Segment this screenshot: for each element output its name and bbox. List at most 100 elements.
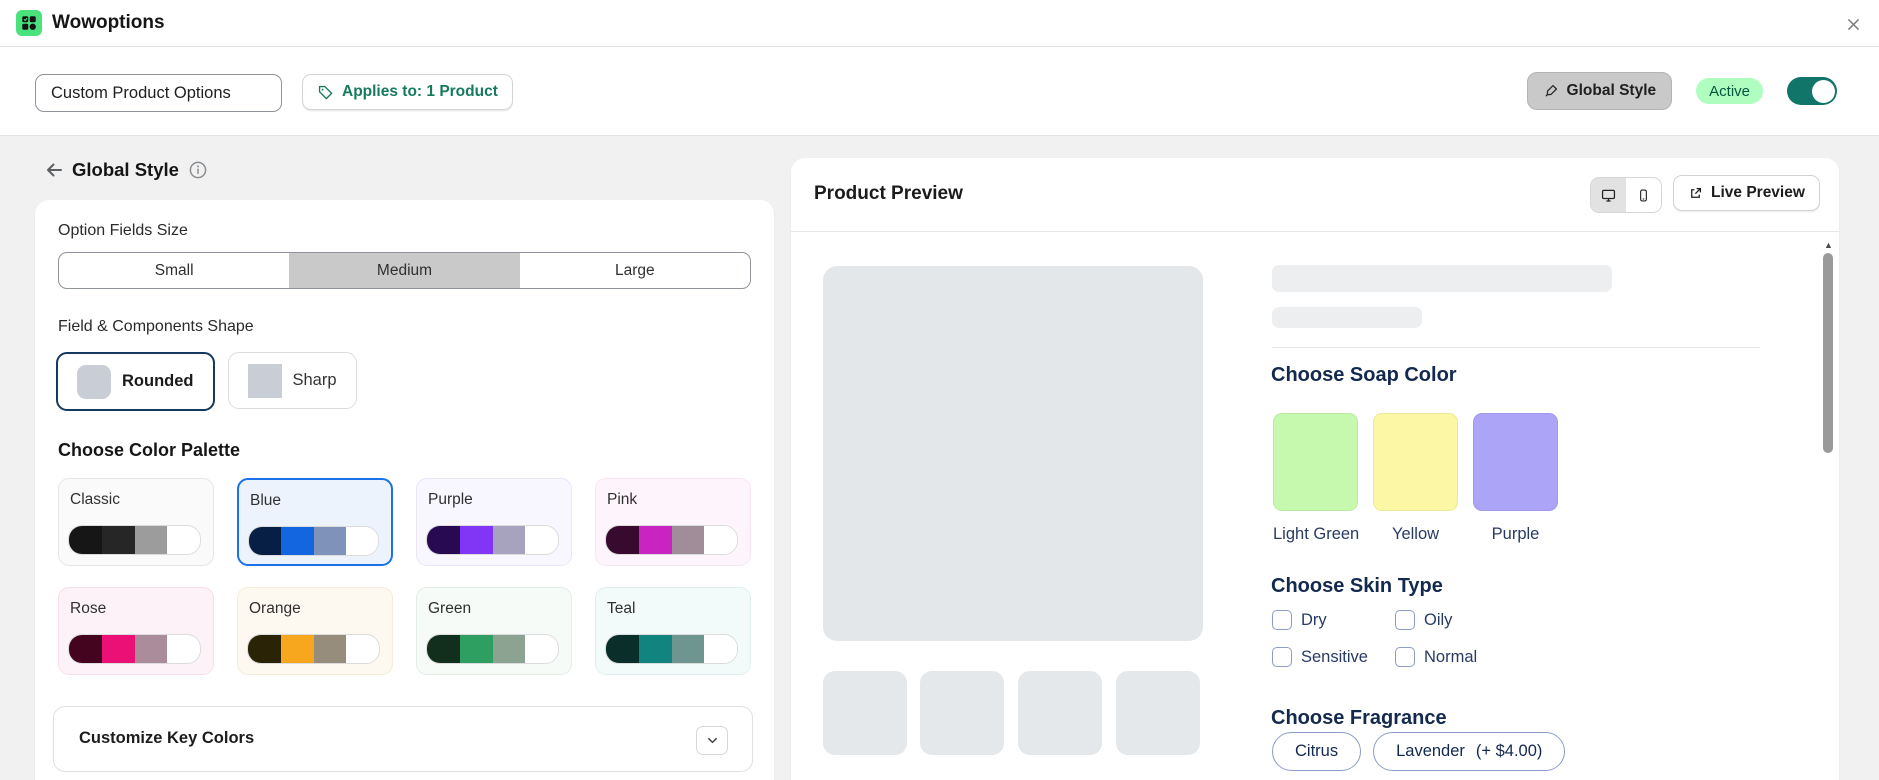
- palette-name: Teal: [607, 600, 636, 617]
- thumbnail-placeholder: [920, 671, 1004, 755]
- palette-color-bar: [68, 525, 201, 555]
- palette-color-bar: [605, 634, 738, 664]
- skin-option-normal[interactable]: Normal: [1395, 647, 1477, 667]
- applies-to-label: Applies to: 1 Product: [342, 83, 498, 100]
- palette-color-segment: [345, 527, 378, 555]
- skin-type-options: Dry Oily Sensitive Normal: [1272, 610, 1477, 667]
- global-style-button[interactable]: Global Style: [1526, 72, 1673, 110]
- size-option-label: Large: [614, 261, 655, 279]
- external-link-icon: [1691, 187, 1702, 198]
- soap-color-label: Purple: [1491, 525, 1540, 543]
- palette-color-segment: [492, 526, 526, 554]
- fields-size-label: Option Fields Size: [58, 222, 188, 239]
- checkbox[interactable]: [1395, 647, 1415, 667]
- palette-color-segment: [638, 526, 672, 554]
- soap-color-swatch[interactable]: [1273, 413, 1358, 511]
- applies-to-button[interactable]: Applies to: 1 Product: [302, 74, 513, 110]
- customize-key-colors-label: Customize Key Colors: [79, 729, 255, 747]
- product-image-placeholder: [823, 266, 1203, 641]
- title-skeleton: [1272, 265, 1612, 292]
- size-option-medium[interactable]: Medium: [289, 253, 520, 288]
- palette-name: Pink: [607, 491, 638, 508]
- global-style-label: Global Style: [1566, 82, 1657, 99]
- device-toggle-group: [1590, 177, 1662, 213]
- palette-color-segment: [248, 635, 281, 663]
- product-preview-card: Product Preview Live Preview Choos: [791, 158, 1839, 780]
- palette-color-segment: [606, 635, 639, 663]
- active-toggle[interactable]: [1787, 77, 1837, 105]
- palette-name: Orange: [249, 600, 301, 617]
- app-title: Wowoptions: [52, 12, 165, 33]
- mobile-icon: [1640, 189, 1647, 201]
- palette-color-segment: [606, 526, 639, 554]
- fragrance-option-lavender[interactable]: Lavender (+ $4.00): [1373, 732, 1566, 771]
- style-settings-card: Option Fields Size Small Medium Large Fiel…: [35, 200, 774, 780]
- palette-card-orange[interactable]: Orange: [237, 587, 393, 675]
- palette-grid: Classic Blue Purple Pink Rose Orange Gre…: [58, 478, 751, 675]
- skin-option-dry[interactable]: Dry: [1272, 610, 1395, 630]
- shape-option-sharp[interactable]: Sharp: [227, 352, 357, 409]
- palette-card-rose[interactable]: Rose: [58, 587, 214, 675]
- soap-color-label: Light Green: [1273, 525, 1360, 543]
- scrollbar-thumb[interactable]: [1823, 253, 1833, 453]
- fragrance-label: Lavender: [1396, 742, 1465, 760]
- size-option-small[interactable]: Small: [59, 253, 289, 288]
- checkbox[interactable]: [1395, 610, 1415, 630]
- back-button[interactable]: [42, 158, 66, 182]
- palette-color-segment: [427, 635, 460, 663]
- close-icon[interactable]: [1842, 13, 1864, 35]
- size-option-large[interactable]: Large: [520, 253, 750, 288]
- top-bar: Wowoptions: [0, 0, 1879, 47]
- checkbox[interactable]: [1272, 610, 1292, 630]
- customize-key-colors-accordion[interactable]: Customize Key Colors: [53, 706, 753, 772]
- palette-card-teal[interactable]: Teal: [595, 587, 751, 675]
- header-divider: [791, 231, 1839, 232]
- option-set-name-input[interactable]: Custom Product Options: [35, 74, 282, 112]
- scroll-up-icon[interactable]: ▲: [1824, 240, 1833, 250]
- skin-option-sensitive[interactable]: Sensitive: [1272, 647, 1395, 667]
- desktop-view-button[interactable]: [1591, 178, 1626, 212]
- chevron-down-icon[interactable]: [696, 726, 728, 755]
- palette-color-segment: [69, 526, 102, 554]
- info-icon[interactable]: [188, 160, 208, 180]
- thumbnail-placeholder: [1116, 671, 1200, 755]
- palette-name: Blue: [250, 492, 282, 509]
- palette-color-segment: [280, 635, 314, 663]
- palette-color-bar: [247, 634, 380, 664]
- palette-color-bar: [605, 525, 738, 555]
- palette-color-segment: [281, 527, 314, 555]
- palette-name: Rose: [70, 600, 107, 617]
- palette-card-purple[interactable]: Purple: [416, 478, 572, 566]
- soap-option-purple[interactable]: Purple: [1473, 413, 1558, 544]
- soap-option-light-green[interactable]: Light Green: [1273, 413, 1360, 544]
- soap-color-swatch[interactable]: [1473, 413, 1558, 511]
- palette-card-blue[interactable]: Blue: [237, 478, 393, 566]
- palette-color-bar: [426, 525, 559, 555]
- mobile-view-button[interactable]: [1626, 178, 1661, 212]
- soap-color-swatch[interactable]: [1373, 413, 1458, 511]
- palette-color-segment: [313, 635, 347, 663]
- soap-option-yellow[interactable]: Yellow: [1373, 413, 1458, 544]
- price-skeleton: [1272, 307, 1422, 328]
- checkbox[interactable]: [1272, 647, 1292, 667]
- palette-color-segment: [167, 526, 200, 554]
- palette-color-bar: [68, 634, 201, 664]
- live-preview-button[interactable]: Live Preview: [1673, 175, 1820, 211]
- palette-color-bar: [426, 634, 559, 664]
- palette-color-segment: [69, 635, 102, 663]
- fragrance-label: Citrus: [1295, 742, 1339, 760]
- skin-option-oily[interactable]: Oily: [1395, 610, 1477, 630]
- size-option-label: Medium: [376, 261, 433, 279]
- preview-scrollbar: ▲: [1822, 238, 1835, 780]
- palette-color-segment: [249, 527, 282, 555]
- shape-swatch: [247, 363, 282, 398]
- palette-card-pink[interactable]: Pink: [595, 478, 751, 566]
- palette-card-classic[interactable]: Classic: [58, 478, 214, 566]
- palette-color-segment: [134, 635, 168, 663]
- skin-type-label: Sensitive: [1301, 647, 1368, 666]
- palette-color-segment: [525, 635, 558, 663]
- fragrance-option-citrus[interactable]: Citrus: [1272, 732, 1362, 771]
- soap-color-heading: Choose Soap Color: [1271, 364, 1457, 386]
- palette-card-green[interactable]: Green: [416, 587, 572, 675]
- shape-option-rounded[interactable]: Rounded: [56, 352, 215, 411]
